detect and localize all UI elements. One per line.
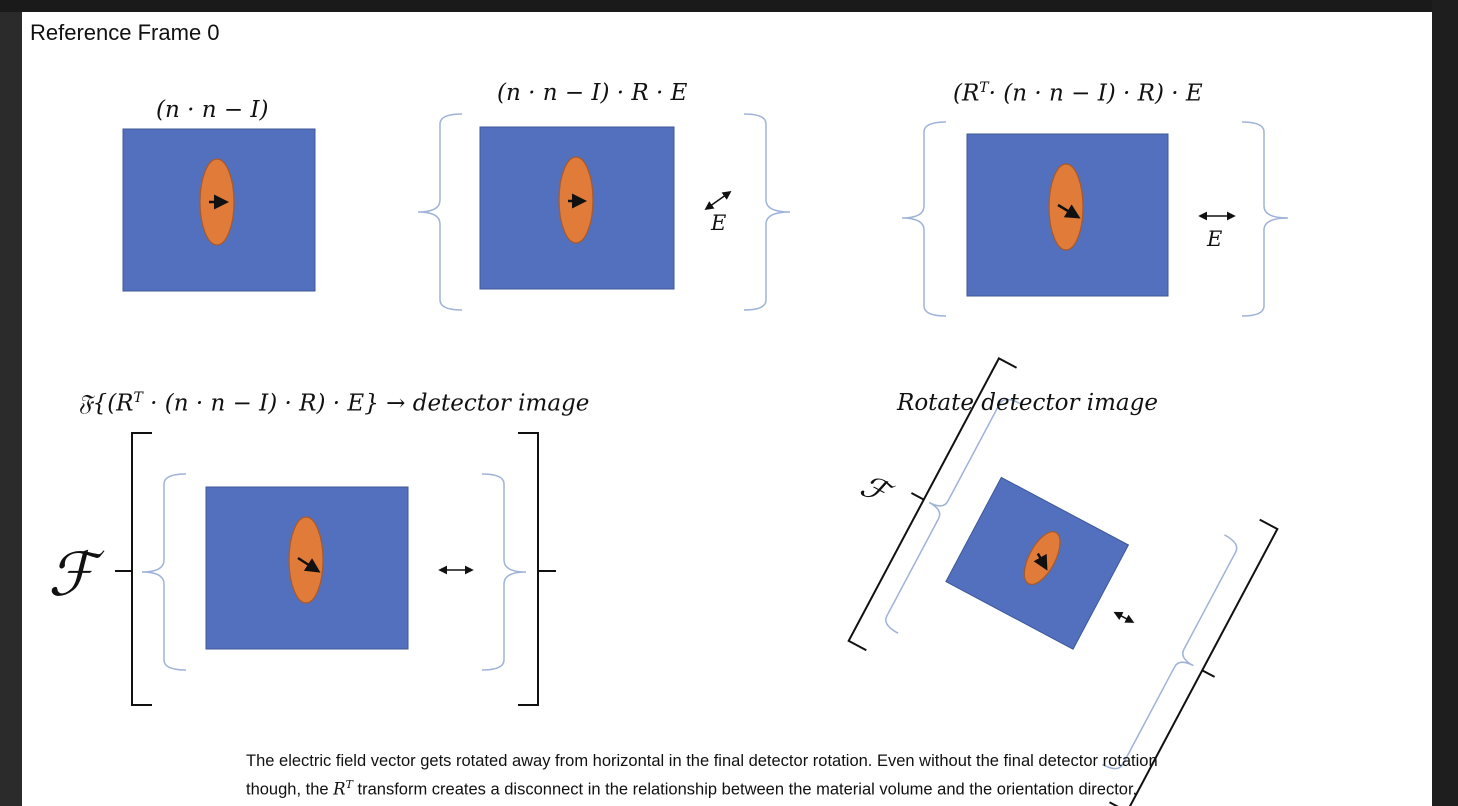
fourier-symbol-large: ℱ [48,540,96,610]
window-top-bar [0,0,1458,12]
director-ellipse-3 [1048,163,1084,251]
panel-3-volume [901,121,1289,317]
e-label-panel-3: E [1207,227,1223,251]
brace-right-5 [1102,534,1238,770]
bracket-black-tick-right-5 [1201,669,1216,678]
equation-panel-3: (RT· (n · n − I) · R) · E [953,80,1203,107]
equation-panel-4: 𝔉{(RT · (n · n − I) · R) · E} → detector… [78,390,590,417]
brace-left-5 [885,398,1021,634]
caption-line-1: The electric field vector gets rotated a… [246,752,1158,770]
field-vector-4 [297,556,321,573]
equation-panel-2: (n · n − I) · R · E [497,80,688,106]
e-field-arrow-2 [704,190,732,211]
field-vector-3 [1057,203,1081,219]
brace-right-4 [481,473,527,671]
field-vector-5 [1033,552,1048,571]
director-ellipse-4 [288,516,324,604]
brace-left-2 [417,113,463,311]
caption-line-2: though, the RT transform creates a disco… [246,778,1138,799]
panel-5-rotated [847,356,1279,806]
brace-right-2 [743,113,791,311]
panel-1-volume [122,128,316,292]
bracket-black-right-4 [518,432,539,706]
bracket-black-tick-5 [910,492,925,501]
panel-4-fourier [115,432,556,706]
bracket-black-left-4 [131,432,152,706]
equation-panel-1: (n · n − I) [156,97,269,123]
panel-2-volume [417,113,791,311]
brace-left-3 [901,121,947,317]
brace-right-3 [1241,121,1289,317]
e-field-arrow-5 [1113,611,1135,623]
caption-text: The electric field vector gets rotated a… [246,750,1346,802]
window-right-edge [1432,0,1458,806]
equation-panel-5: Rotate detector image [897,390,1158,416]
slide-title: Reference Frame 0 [30,20,220,45]
e-label-panel-2: E [711,211,727,235]
brace-left-4 [141,473,187,671]
